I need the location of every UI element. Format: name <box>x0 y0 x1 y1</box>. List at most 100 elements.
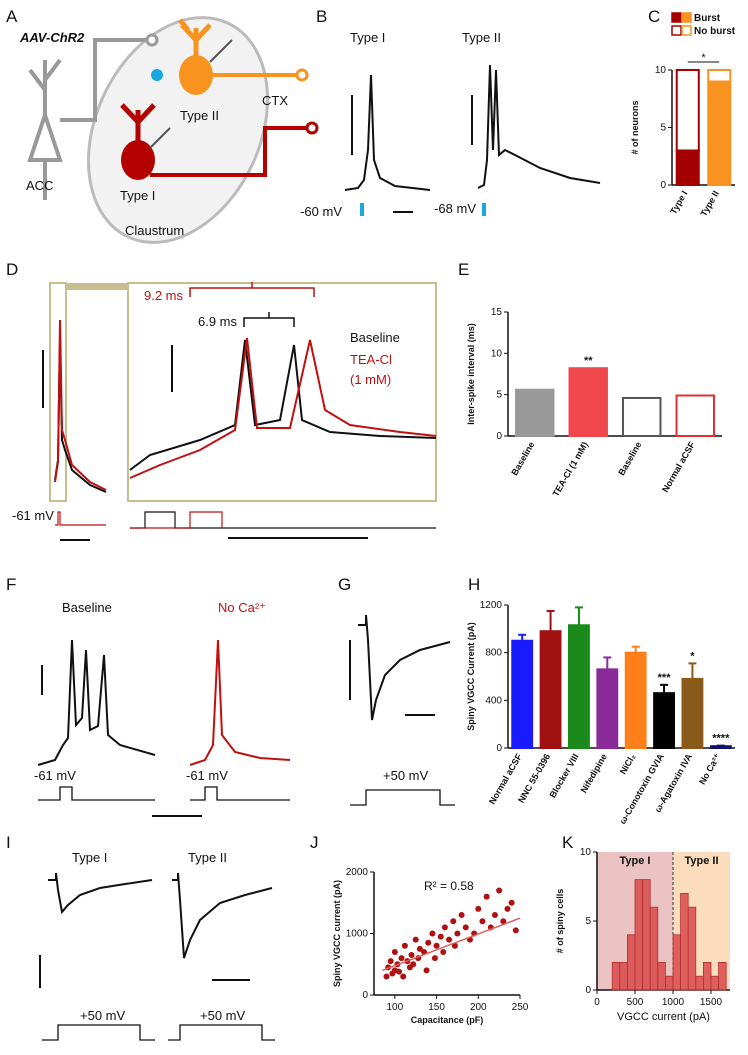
step-label: +50 mV <box>200 1008 245 1023</box>
point <box>440 948 447 955</box>
point <box>425 939 432 946</box>
bar <box>687 906 697 991</box>
bar <box>657 962 666 991</box>
point <box>429 930 436 937</box>
legend-swatch <box>671 25 682 36</box>
panel-letter: D <box>6 260 18 279</box>
point <box>512 927 519 934</box>
legend-entry: Burst <box>694 13 721 24</box>
point <box>387 958 394 965</box>
legend-entry: No burst <box>694 26 736 37</box>
x-tick-label: 500 <box>627 997 644 1008</box>
trace-title: Type II <box>188 850 227 865</box>
bar <box>627 934 636 991</box>
point <box>423 967 430 974</box>
panel-letter: H <box>468 575 480 594</box>
x-tick-label: Blocker VIII <box>547 752 580 799</box>
point <box>500 918 507 925</box>
bar <box>642 879 651 991</box>
bar <box>568 624 590 750</box>
bar <box>710 975 719 991</box>
bar <box>596 668 619 749</box>
step-label: +50 mV <box>80 1008 125 1023</box>
bar <box>619 962 628 991</box>
x-axis-label: Capacitance (pF) <box>411 1015 484 1025</box>
trace-title: Type I <box>72 850 107 865</box>
y-axis-label: # of neurons <box>630 100 640 154</box>
y-axis-label: # of spiny cells <box>555 889 565 954</box>
bar <box>624 651 647 750</box>
y-tick-label: 5 <box>496 390 502 401</box>
significance: * <box>701 52 706 64</box>
traces-b: Type I Type II -60 mV -68 mV <box>300 30 601 219</box>
x-tick-label: 200 <box>470 1002 487 1013</box>
y-axis-label: Spiny VGCC Current (pA) <box>466 622 476 731</box>
x-tick-label: Type I <box>668 189 689 216</box>
x-tick-label: Baseline <box>616 440 643 477</box>
x-tick-label: 250 <box>512 1002 529 1013</box>
bar-segment <box>707 80 732 186</box>
x-tick-label: No Ca²⁺ <box>697 752 723 786</box>
panel-letter: A <box>6 7 18 26</box>
legend-entry: Baseline <box>350 330 400 345</box>
region-label: Type I <box>620 855 651 867</box>
point <box>391 948 398 955</box>
x-tick-label: Baseline <box>509 440 536 477</box>
bar-segment <box>675 149 700 186</box>
point <box>462 924 469 931</box>
bar <box>675 394 715 438</box>
interval-label: 6.9 ms <box>198 314 238 329</box>
panel-letter: G <box>338 575 351 594</box>
bar <box>680 893 689 991</box>
x-tick-label: 0 <box>594 997 600 1008</box>
point <box>479 918 486 925</box>
schematic-a: AAV-ChR2 ACC Type II CTX Type I Claustru… <box>19 16 319 244</box>
point <box>441 924 448 931</box>
panel-letter: K <box>562 833 574 852</box>
bar <box>611 962 621 991</box>
x-tick-label: Type II <box>698 189 721 218</box>
point <box>475 905 482 912</box>
trend-line <box>382 917 521 972</box>
y-tick-label: 10 <box>491 348 503 359</box>
point <box>437 933 444 940</box>
bar <box>649 906 659 991</box>
y-tick-label: 15 <box>491 307 503 318</box>
bar <box>718 962 727 991</box>
y-tick-label: 1000 <box>346 929 369 940</box>
y-tick-label: 1200 <box>480 600 503 611</box>
significance: * <box>690 650 695 662</box>
potential-label: -61 mV <box>186 768 228 783</box>
y-axis-label: Spiny VGCC current (pA) <box>332 880 342 987</box>
y-tick-label: 800 <box>485 648 502 659</box>
potential-label: -60 mV <box>300 204 342 219</box>
bar <box>653 692 675 750</box>
bar <box>695 975 704 991</box>
interval-label: 9.2 ms <box>144 288 184 303</box>
bar <box>515 388 555 437</box>
label: CTX <box>262 93 288 108</box>
point <box>410 961 417 968</box>
trace-title: Type II <box>462 30 501 45</box>
trace-title: Type I <box>350 30 385 45</box>
point <box>416 945 423 952</box>
significance: ** <box>584 355 593 367</box>
point <box>400 973 407 980</box>
y-tick-label: 5 <box>660 123 666 134</box>
panel-letter: J <box>310 833 319 852</box>
point <box>431 955 438 962</box>
panel-letter: F <box>6 575 16 594</box>
trace-title: No Ca²⁺ <box>218 600 266 615</box>
panel-letter: E <box>458 260 469 279</box>
y-tick-label: 0 <box>585 985 591 996</box>
point <box>508 899 515 906</box>
legend-swatch <box>671 12 682 23</box>
traces-g: +50 mV <box>349 614 455 806</box>
bar <box>622 396 662 437</box>
legend-entry: TEA-Cl <box>350 352 392 367</box>
panel-letters: A B C D E F G H I J K <box>6 7 660 852</box>
bar <box>703 962 712 991</box>
traces-i: Type I Type II +50 mV +50 mV <box>39 850 275 1041</box>
traces-f: Baseline No Ca²⁺ -61 mV -61 mV <box>34 600 291 817</box>
x-tick-label: Nifedipine <box>579 752 609 795</box>
